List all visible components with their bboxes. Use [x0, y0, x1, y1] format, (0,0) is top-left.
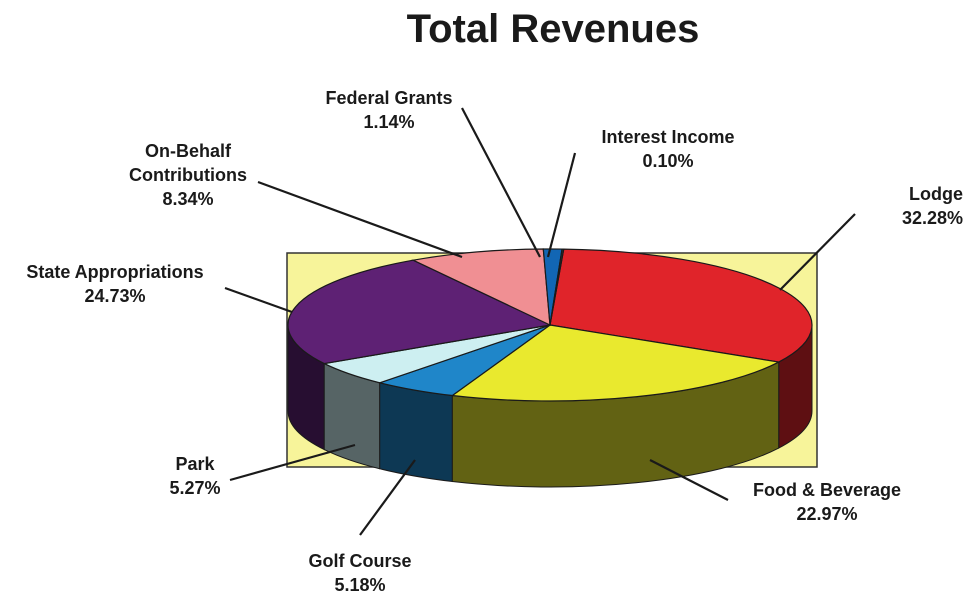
pie-slice-food-and-beverage	[450, 324, 781, 402]
pie-group	[287, 248, 813, 488]
label-group: Lodge 32.28% Food & Beverage 22.97% Golf Cou…	[26, 88, 963, 595]
slice-label-interest-income: Interest Income	[601, 127, 734, 147]
chart-title: Total Revenues	[407, 7, 700, 51]
pie-slice-lodge	[549, 248, 813, 363]
slice-value-golf-course: 5.18%	[334, 575, 385, 595]
slice-label-park: Park	[175, 454, 215, 474]
slice-label-lodge: Lodge	[909, 184, 963, 204]
pie-side-golf-course	[379, 382, 453, 483]
pie-slice-state-appropriations	[287, 259, 552, 365]
slice-label-on-behalf-contributions-line1: On-Behalf	[145, 141, 232, 161]
leader-line-interest-income	[546, 152, 577, 258]
pie-slice-interest-income	[549, 248, 565, 326]
slice-value-interest-income: 0.10%	[642, 151, 693, 171]
slice-label-on-behalf-contributions-line2: Contributions	[129, 165, 247, 185]
slice-label-food-and-beverage: Food & Beverage	[753, 480, 901, 500]
slice-value-lodge: 32.28%	[902, 208, 963, 228]
leader-line-federal-grants	[461, 107, 541, 258]
slice-label-golf-course: Golf Course	[308, 551, 411, 571]
slice-value-federal-grants: 1.14%	[363, 112, 414, 132]
slice-value-park: 5.27%	[169, 478, 220, 498]
slice-value-state-appropriations: 24.73%	[84, 286, 145, 306]
leader-line-state-appropriations	[224, 286, 293, 314]
slice-value-on-behalf-contributions: 8.34%	[162, 189, 213, 209]
leader-line-lodge	[779, 213, 856, 291]
leader-line-golf-course	[359, 459, 416, 536]
slice-label-state-appropriations: State Appropriations	[26, 262, 203, 282]
leader-line-on-behalf-contributions	[257, 180, 463, 259]
leader-line-park	[229, 443, 356, 482]
leader-line-food-and-beverage	[649, 459, 729, 501]
slice-value-food-and-beverage: 22.97%	[796, 504, 857, 524]
slice-label-federal-grants: Federal Grants	[325, 88, 452, 108]
